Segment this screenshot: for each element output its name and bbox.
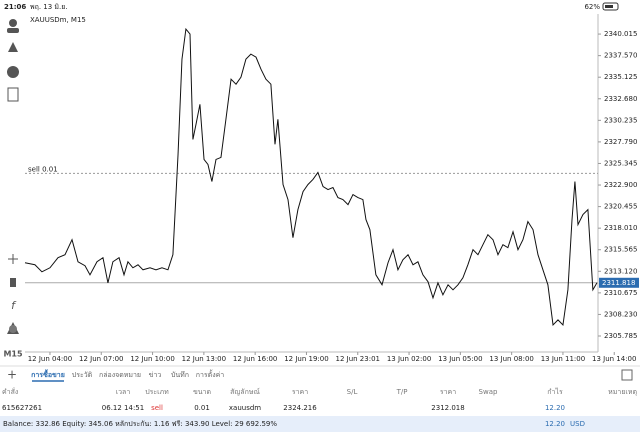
tab[interactable]: กล่องจดหมาย — [99, 371, 141, 379]
y-tick-label: 2320.455 — [604, 203, 637, 211]
symbol-label: XAUUSDm, M15 — [30, 16, 86, 24]
x-tick-label: 13 Jun 14:00 — [592, 355, 636, 363]
x-tick-label: 12 Jun 04:00 — [28, 355, 72, 363]
objects-icon-b[interactable] — [9, 325, 17, 333]
balance-text: Balance: 332.86 Equity: 345.06 หลักประกั… — [3, 420, 277, 428]
y-tick-label: 2318.010 — [604, 224, 637, 232]
expand-button[interactable] — [621, 369, 633, 381]
account-icon[interactable] — [9, 19, 17, 27]
tab[interactable]: ข่าว — [149, 371, 162, 379]
chat-icon[interactable] — [7, 66, 19, 78]
y-tick-label: 2337.570 — [604, 52, 637, 60]
table-cell: 2312.018 — [431, 404, 464, 412]
price-line-series — [24, 27, 598, 327]
table-cell: 12.20 — [545, 404, 565, 412]
x-tick-label: 12 Jun 10:00 — [130, 355, 174, 363]
x-tick-label: 12 Jun 07:00 — [79, 355, 123, 363]
column-header: สัญลักษณ์ — [230, 388, 260, 396]
x-tick-label: 13 Jun 05:00 — [438, 355, 482, 363]
y-tick-label: 2335.125 — [604, 73, 637, 81]
column-header: ราคา — [292, 388, 308, 396]
table-cell: 2324.216 — [283, 404, 317, 412]
column-header: เวลา — [116, 388, 131, 396]
account-icon-body[interactable] — [7, 28, 19, 33]
table-cell: 615627261 — [2, 404, 42, 412]
status-date: พฤ. 13 มิ.ย. — [30, 3, 68, 11]
tab[interactable]: บันทึก — [171, 370, 189, 379]
sell-line-label: sell 0.01 — [28, 165, 58, 173]
table-cell: xauusdm — [229, 404, 261, 412]
column-header: T/P — [396, 388, 408, 396]
battery-level — [605, 5, 613, 8]
y-tick-label: 2332.680 — [604, 95, 637, 103]
tab[interactable]: การตั้งค่า — [196, 368, 225, 379]
tab[interactable]: ประวัติ — [72, 371, 93, 379]
x-tick-label: 13 Jun 08:00 — [489, 355, 533, 363]
trade-icon[interactable] — [8, 42, 18, 52]
footer-currency: USD — [570, 420, 585, 428]
table-cell: 06.12 14:51 — [102, 404, 144, 412]
column-header: คำสั่ง — [2, 387, 18, 396]
y-tick-label: 2327.790 — [604, 138, 637, 146]
tab[interactable]: การซื้อขาย — [31, 368, 65, 379]
x-tick-label: 13 Jun 11:00 — [541, 355, 585, 363]
y-tick-label: 2310.675 — [604, 289, 637, 297]
y-tick-label: 2325.345 — [604, 159, 637, 167]
battery-icon — [602, 2, 619, 11]
y-tick-label: 2313.120 — [604, 267, 637, 275]
footer-profit: 12.20 — [545, 420, 565, 428]
footer-bar — [0, 416, 640, 432]
column-header: Swap — [479, 388, 498, 396]
status-battery: 62% — [584, 3, 600, 11]
price-badge-label: 2311.818 — [602, 279, 635, 287]
column-header: ราคา — [440, 388, 456, 396]
left-toolbar: f — [7, 19, 19, 334]
column-header: กำไร — [547, 387, 563, 396]
y-tick-label: 2305.785 — [604, 332, 637, 340]
x-tick-label: 13 Jun 02:00 — [387, 355, 431, 363]
y-tick-label: 2315.565 — [604, 246, 637, 254]
y-tick-label: 2330.235 — [604, 116, 637, 124]
x-tick-label: 12 Jun 19:00 — [284, 355, 328, 363]
x-tick-label: 12 Jun 13:00 — [182, 355, 226, 363]
crosshair-icon[interactable] — [8, 254, 18, 264]
table-cell: sell — [151, 404, 163, 412]
indicator-icon[interactable]: f — [11, 299, 17, 312]
candle-icon[interactable] — [10, 278, 16, 287]
column-header: S/L — [347, 388, 358, 396]
status-time: 21:06 — [4, 3, 26, 11]
doc-icon[interactable] — [7, 87, 19, 102]
y-tick-label: 2308.230 — [604, 310, 637, 318]
timeframe-button[interactable]: M15 — [3, 350, 23, 359]
table-cell: 0.01 — [194, 404, 210, 412]
x-tick-label: 12 Jun 16:00 — [233, 355, 277, 363]
column-header: ขนาด — [193, 388, 211, 396]
column-header: หมายเหตุ — [608, 388, 637, 396]
price-badge — [599, 277, 639, 288]
y-tick-label: 2340.015 — [604, 30, 637, 38]
y-tick-label: 2322.900 — [604, 181, 637, 189]
column-header: ประเภท — [145, 388, 169, 396]
x-tick-label: 12 Jun 23:01 — [336, 355, 380, 363]
add-button[interactable]: + — [7, 368, 17, 382]
